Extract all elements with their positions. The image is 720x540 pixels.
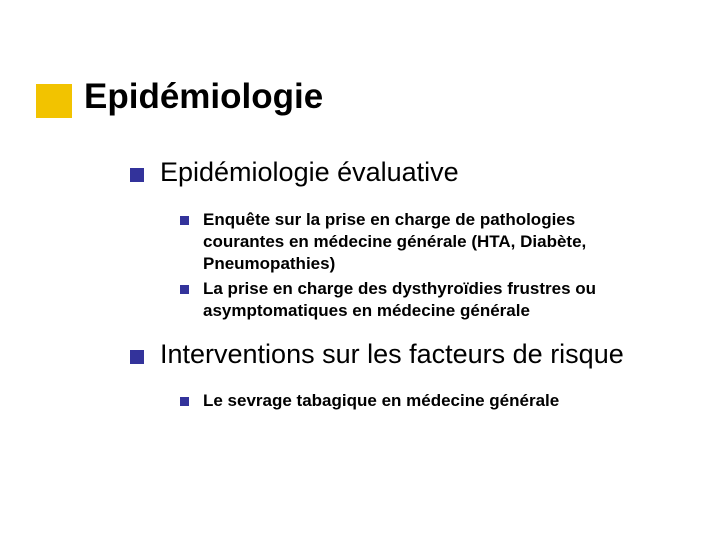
- sub-1-2: La prise en charge des dysthyroïdies fru…: [180, 278, 660, 322]
- sub-2-1-text: Le sevrage tabagique en médecine général…: [203, 390, 559, 412]
- section-2: Interventions sur les facteurs de risque: [130, 339, 624, 370]
- sub-1-1: Enquête sur la prise en charge de pathol…: [180, 209, 660, 274]
- sub-1-1-text: Enquête sur la prise en charge de pathol…: [203, 209, 660, 274]
- bullet-large-icon: [130, 350, 144, 364]
- sub-1-2-text: La prise en charge des dysthyroïdies fru…: [203, 278, 660, 322]
- sub-2-1: Le sevrage tabagique en médecine général…: [180, 390, 660, 412]
- section-2-text: Interventions sur les facteurs de risque: [160, 339, 624, 370]
- bullet-large-icon: [130, 168, 144, 182]
- slide: Epidémiologie Epidémiologie évaluative E…: [0, 0, 720, 540]
- section-1-text: Epidémiologie évaluative: [160, 157, 459, 188]
- accent-bar: [36, 84, 72, 118]
- bullet-small-icon: [180, 397, 189, 406]
- section-1: Epidémiologie évaluative: [130, 157, 459, 188]
- bullet-small-icon: [180, 216, 189, 225]
- bullet-small-icon: [180, 285, 189, 294]
- slide-title: Epidémiologie: [84, 77, 323, 117]
